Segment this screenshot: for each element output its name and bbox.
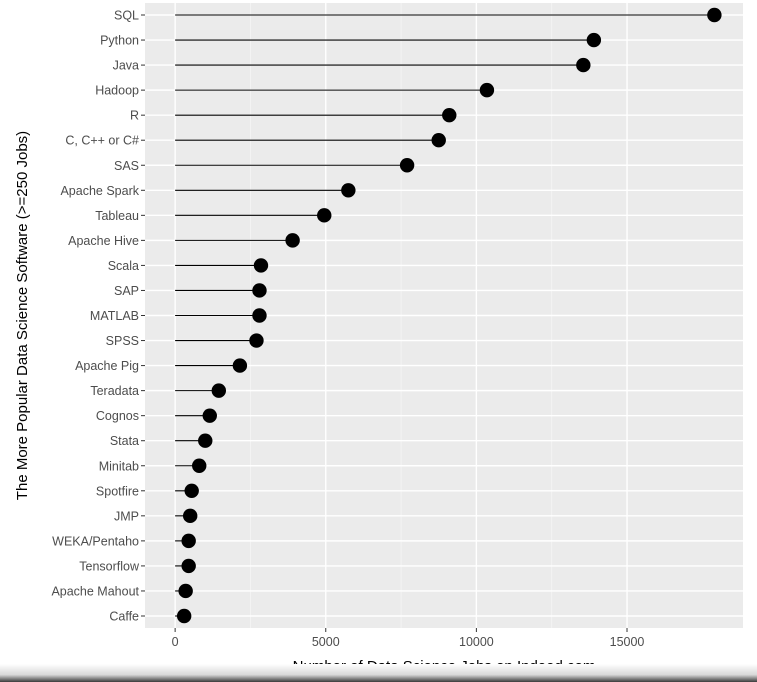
lollipop-point [232, 358, 248, 373]
y-tick-label: R [130, 109, 139, 123]
lollipop-point [341, 183, 356, 198]
y-tick-label: Stata [110, 434, 139, 448]
y-tick-label: Minitab [99, 459, 139, 473]
x-tick-label: 0 [172, 635, 179, 649]
y-tick-label: Apache Hive [68, 234, 139, 248]
y-tick-label: Caffe [109, 610, 139, 624]
y-axis-title: The More Popular Data Science Software (… [14, 131, 31, 500]
y-tick-label: Scala [108, 259, 139, 273]
x-tick-labels: 0 5000 10000 15000 [172, 628, 645, 649]
y-tick-label: WEKA/Pentaho [52, 534, 139, 548]
lollipop-point [182, 508, 198, 524]
y-tick-label: JMP [114, 509, 139, 523]
lollipop-point [253, 258, 269, 273]
lollipop-point [211, 383, 227, 398]
lollipop-point [198, 433, 213, 448]
y-tick-label: Apache Mahout [51, 584, 139, 598]
y-tick-label: Cognos [96, 409, 139, 423]
y-tick-label: SPSS [106, 334, 139, 348]
lollipop-point [285, 233, 300, 248]
y-tick-label: SAS [114, 159, 139, 173]
lollipop-point [479, 82, 495, 98]
y-tick-label: MATLAB [90, 309, 139, 323]
x-tick-label: 5000 [312, 635, 340, 649]
lollipop-point [442, 107, 457, 123]
lollipop-point [192, 458, 207, 473]
lollipop-point [576, 57, 591, 73]
x-tick-label: 15000 [610, 635, 645, 649]
lollipop-point [249, 333, 264, 348]
lollipop-point [317, 208, 332, 223]
lollipop-point [252, 283, 267, 298]
window-bottom-edge [0, 664, 757, 682]
lollipop-point [586, 32, 602, 48]
y-tick-label: Tableau [95, 209, 139, 223]
data-marks [175, 7, 722, 624]
y-tick-label: Apache Pig [75, 359, 139, 373]
y-tick-label: Apache Spark [60, 184, 139, 198]
y-tick-label: Teradata [90, 384, 139, 398]
y-tick-label: Hadoop [95, 84, 139, 98]
lollipop-point [178, 583, 193, 599]
y-tick-label: SAP [114, 284, 139, 298]
y-tick-label: Python [100, 34, 139, 48]
lollipop-point [202, 408, 217, 423]
lollipop-point [431, 133, 446, 148]
y-tick-label: Java [113, 59, 139, 73]
y-tick-label: Spotfire [96, 484, 139, 498]
lollipop-point [399, 158, 415, 173]
y-tick-label: Tensorflow [79, 559, 140, 573]
lollipop-point [707, 7, 722, 23]
lollipop-point [176, 608, 192, 624]
y-tick-labels: SQL Python Java Hadoop R C, C++ or C# SAS Apach… [51, 9, 145, 624]
x-tick-label: 10000 [459, 635, 494, 649]
lollipop-point [184, 483, 199, 498]
y-tick-label: SQL [114, 9, 139, 23]
y-tick-label: C, C++ or C# [65, 134, 139, 148]
lollipop-point [181, 558, 196, 574]
lollipop-point [181, 533, 196, 549]
lollipop-point [252, 308, 267, 323]
